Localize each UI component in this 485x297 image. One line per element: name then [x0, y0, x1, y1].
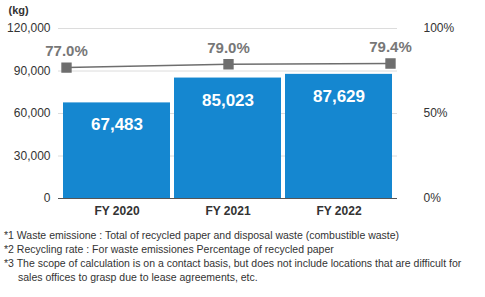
svg-text:60,000: 60,000 [14, 106, 51, 120]
svg-text:67,483: 67,483 [91, 115, 143, 134]
html-text:*1 Waste emissione : Total of: *1 Waste emissione : Total of recycled p… [4, 229, 400, 241]
svg-text:30,000: 30,000 [14, 149, 51, 163]
svg-text:77.0%: 77.0% [45, 42, 88, 59]
svg-text:85,023: 85,023 [202, 90, 254, 109]
svg-text:79.0%: 79.0% [207, 39, 250, 56]
svg-text:FY 2022: FY 2022 [316, 204, 361, 218]
svg-text:0%: 0% [424, 191, 442, 205]
html-text:*3 The scope of calculation is: *3 The scope of calculation is on a cont… [4, 257, 462, 283]
html-text:*2 Recycling rate : For waste: *2 Recycling rate : For waste emissiones… [4, 243, 334, 255]
svg-text:100%: 100% [424, 21, 455, 35]
svg-text:0: 0 [44, 191, 51, 205]
svg-text:(kg): (kg) [9, 4, 30, 16]
svg-text:90,000: 90,000 [14, 64, 51, 78]
svg-text:50%: 50% [424, 106, 448, 120]
svg-text:120,000: 120,000 [7, 21, 51, 35]
svg-text:FY 2021: FY 2021 [205, 204, 250, 218]
svg-text:87,629: 87,629 [313, 87, 365, 106]
svg-text:79.4%: 79.4% [369, 38, 412, 55]
svg-text:FY 2020: FY 2020 [94, 204, 139, 218]
